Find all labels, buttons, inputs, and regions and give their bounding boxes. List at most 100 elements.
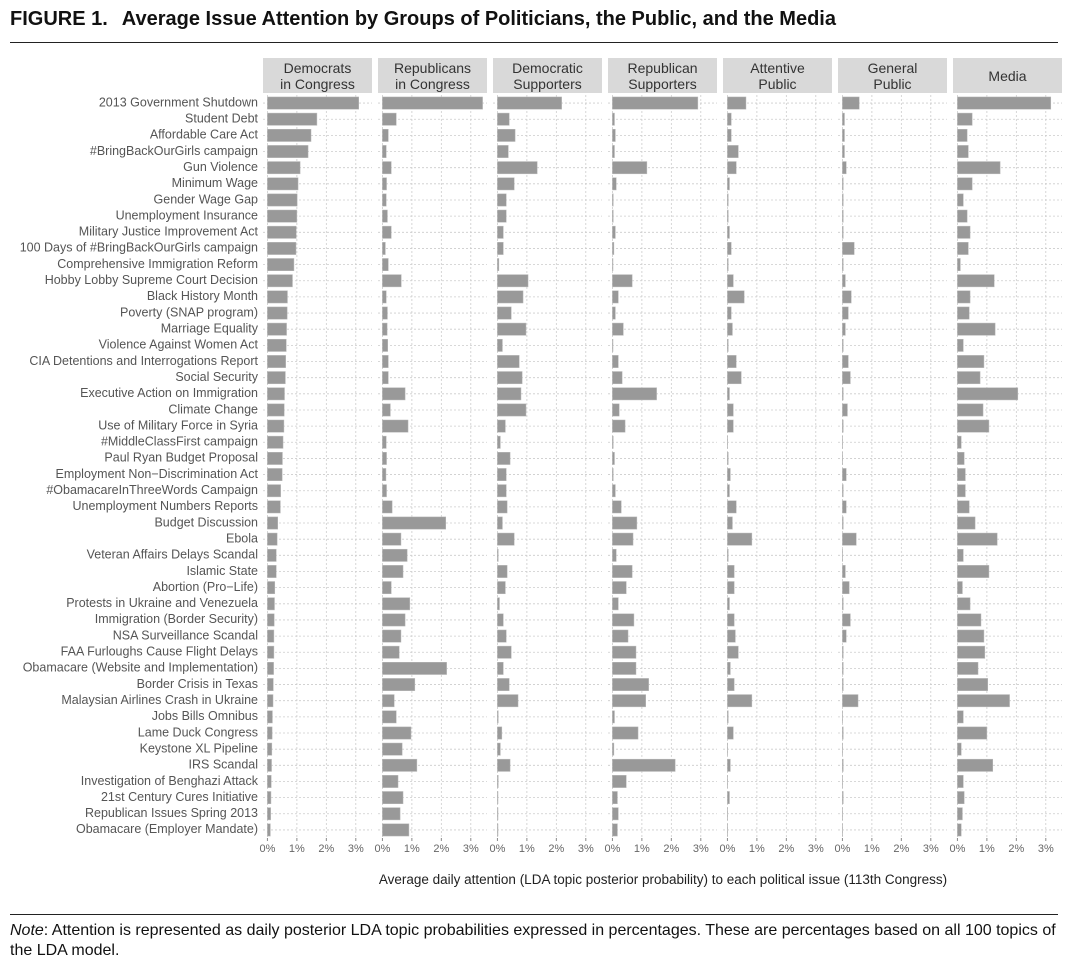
bar (497, 112, 510, 126)
bar (957, 710, 964, 724)
bar (382, 128, 389, 142)
bar (382, 452, 387, 465)
bar (612, 678, 649, 691)
bar (267, 435, 284, 449)
bar (612, 726, 639, 740)
bar (267, 710, 273, 724)
bar (727, 516, 733, 530)
bar (382, 645, 400, 659)
bar (842, 338, 844, 352)
bar (267, 500, 281, 514)
bar (957, 403, 984, 417)
bar (382, 726, 412, 740)
bar (382, 565, 404, 578)
bar (497, 726, 503, 740)
bar (612, 435, 614, 449)
bar (497, 662, 504, 675)
bar (612, 338, 614, 352)
bar (382, 516, 447, 530)
bar (497, 274, 529, 288)
bar (612, 161, 648, 175)
bar (267, 629, 275, 643)
bar (497, 338, 503, 352)
category-label: Lame Duck Congress (138, 725, 258, 739)
bar (612, 128, 616, 142)
bar (957, 662, 979, 675)
bar (497, 807, 499, 821)
bar (497, 678, 510, 691)
bar (612, 177, 617, 191)
bar (957, 645, 986, 659)
bar (497, 484, 507, 498)
bar (497, 145, 509, 158)
bar (727, 629, 736, 643)
bar (727, 371, 742, 385)
bar (612, 645, 637, 659)
bar (267, 225, 297, 239)
bar (267, 758, 272, 772)
bar (957, 629, 985, 643)
bar (612, 758, 676, 772)
category-label: Protests in Ukraine and Venezuela (66, 596, 258, 610)
bar (842, 678, 844, 691)
bar (842, 177, 844, 191)
bar (267, 290, 288, 304)
bar (727, 613, 735, 627)
x-tick-label: 3% (693, 843, 709, 855)
category-label: FAA Furloughs Cause Flight Delays (61, 645, 258, 659)
category-label: Malaysian Airlines Crash in Ukraine (61, 693, 258, 707)
rule (10, 42, 1058, 43)
category-label: Poverty (SNAP program) (120, 305, 258, 319)
bar (497, 516, 503, 530)
bar (727, 597, 730, 611)
bar (382, 823, 410, 837)
bar (497, 629, 507, 643)
bar (957, 758, 994, 772)
x-tick-label: 1% (864, 843, 880, 855)
bar (267, 516, 278, 530)
x-tick-label: 0% (834, 843, 850, 855)
bar (267, 775, 272, 788)
x-tick-label: 2% (778, 843, 794, 855)
x-tick-label: 1% (404, 843, 420, 855)
bar (382, 500, 393, 514)
bar (497, 758, 511, 772)
bar (497, 322, 527, 336)
bar (497, 791, 499, 805)
category-label: Gender Wage Gap (154, 192, 259, 206)
bar (727, 145, 739, 158)
bar (727, 177, 730, 191)
bar (497, 742, 501, 756)
bar (957, 338, 964, 352)
x-tick-label: 0% (489, 843, 505, 855)
bar (612, 290, 619, 304)
bar (612, 322, 624, 336)
bar (267, 274, 293, 288)
bar (957, 355, 985, 368)
bar (957, 742, 962, 756)
bar (727, 791, 730, 805)
bar (267, 565, 277, 578)
category-label: Obamacare (Employer Mandate) (76, 822, 258, 836)
bar (957, 484, 966, 498)
bar (382, 306, 388, 320)
category-label: Executive Action on Immigration (80, 386, 258, 400)
bar (497, 597, 500, 611)
bar (267, 371, 286, 385)
category-label: Hobby Lobby Supreme Court Decision (45, 273, 258, 287)
bar (382, 791, 404, 805)
x-tick-label: 3% (808, 843, 824, 855)
bar (727, 112, 732, 126)
bar (497, 128, 516, 142)
bar (612, 710, 615, 724)
facet-label: Democratic Supporters (493, 58, 602, 93)
note-text: : Attention is represented as daily post… (10, 922, 1056, 959)
bar (957, 581, 963, 595)
x-tick-label: 3% (578, 843, 594, 855)
bar (842, 532, 857, 546)
bar (957, 807, 963, 821)
bar (382, 274, 402, 288)
bar (957, 145, 969, 158)
facet-label: Attentive Public (723, 58, 832, 93)
x-tick-label: 0% (949, 843, 965, 855)
